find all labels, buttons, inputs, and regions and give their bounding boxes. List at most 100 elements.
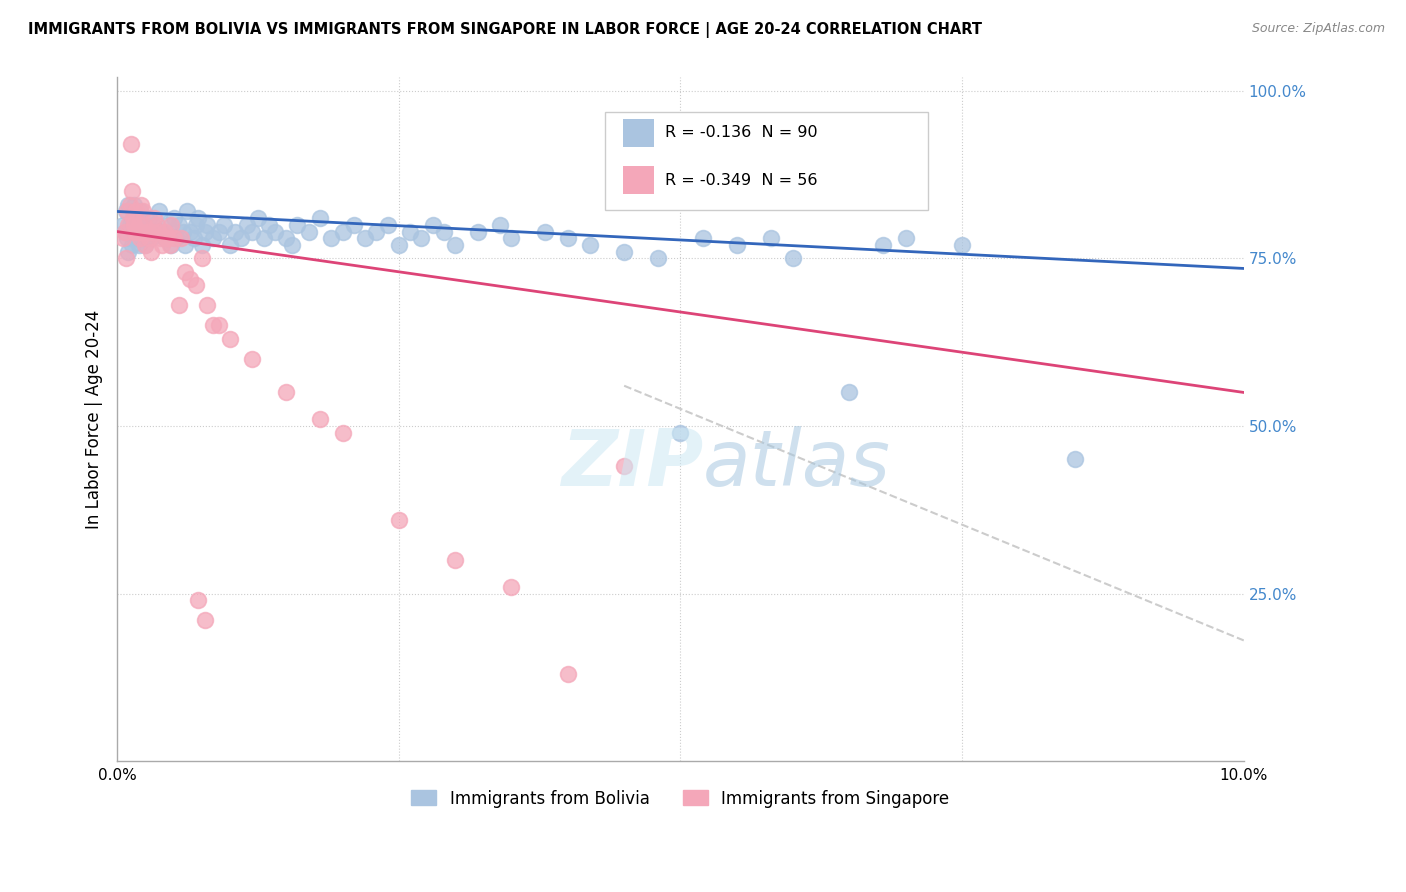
Point [156, 231, 179, 245]
Point [132, 204, 155, 219]
Point [207, 225, 229, 239]
Point [201, 318, 224, 333]
Point [399, 225, 422, 239]
Point [114, 225, 136, 239]
Point [127, 225, 149, 239]
Point [613, 244, 636, 259]
Point [184, 218, 207, 232]
Point [647, 252, 669, 266]
Point [122, 211, 145, 226]
Point [894, 231, 917, 245]
Point [613, 459, 636, 474]
Point [117, 204, 139, 219]
Point [162, 231, 184, 245]
Point [501, 231, 523, 245]
Point [534, 225, 557, 239]
Point [579, 238, 602, 252]
Point [173, 265, 195, 279]
Point [259, 218, 281, 232]
Point [150, 225, 173, 239]
Point [190, 252, 212, 266]
Point [145, 225, 167, 239]
Point [467, 225, 489, 239]
Point [160, 218, 183, 232]
Point [501, 580, 523, 594]
Point [229, 231, 252, 245]
Point [162, 211, 184, 226]
Point [139, 231, 162, 245]
Point [195, 298, 218, 312]
Point [253, 231, 276, 245]
Point [235, 218, 257, 232]
Point [142, 218, 165, 232]
Point [160, 238, 183, 252]
Point [127, 225, 149, 239]
Point [121, 185, 143, 199]
Point [134, 238, 156, 252]
Point [165, 231, 187, 245]
Point [187, 593, 209, 607]
Point [557, 667, 579, 681]
Point [332, 225, 354, 239]
Point [242, 351, 264, 366]
Point [759, 231, 782, 245]
Point [212, 218, 235, 232]
Point [444, 238, 467, 252]
Point [117, 244, 139, 259]
Point [309, 211, 332, 226]
Point [276, 231, 298, 245]
Point [343, 218, 366, 232]
Point [218, 332, 240, 346]
Point [131, 231, 153, 245]
Point [125, 204, 148, 219]
Point [124, 225, 146, 239]
Point [179, 271, 201, 285]
Point [128, 204, 150, 219]
Point [143, 211, 166, 226]
Point [136, 225, 159, 239]
Legend: Immigrants from Bolivia, Immigrants from Singapore: Immigrants from Bolivia, Immigrants from… [405, 783, 956, 814]
Point [242, 225, 264, 239]
Point [195, 218, 218, 232]
Point [872, 238, 894, 252]
Point [201, 231, 224, 245]
Point [366, 225, 388, 239]
Point [115, 204, 138, 219]
Point [298, 225, 321, 239]
Point [194, 225, 217, 239]
Point [149, 231, 172, 245]
Point [138, 211, 160, 226]
Point [128, 231, 150, 245]
Point [121, 238, 143, 252]
Point [782, 252, 804, 266]
Point [148, 225, 170, 239]
Text: atlas: atlas [703, 425, 891, 502]
Point [388, 238, 411, 252]
Point [207, 318, 229, 333]
Y-axis label: In Labor Force | Age 20-24: In Labor Force | Age 20-24 [86, 310, 103, 529]
Point [194, 613, 217, 627]
Point [172, 225, 194, 239]
Point [247, 211, 270, 226]
Text: R = -0.136  N = 90: R = -0.136 N = 90 [665, 126, 818, 140]
Point [433, 225, 456, 239]
Point [145, 218, 167, 232]
Point [120, 225, 142, 239]
Point [173, 238, 195, 252]
Point [118, 218, 141, 232]
Point [128, 218, 150, 232]
Point [122, 198, 145, 212]
Point [309, 412, 332, 426]
Text: ZIP: ZIP [561, 425, 703, 502]
Point [131, 225, 153, 239]
Point [183, 231, 205, 245]
Point [444, 553, 467, 567]
Point [117, 198, 139, 212]
Point [129, 225, 152, 239]
Point [950, 238, 973, 252]
Point [170, 231, 193, 245]
Point [187, 211, 209, 226]
Point [134, 218, 156, 232]
Point [125, 218, 148, 232]
Point [176, 204, 198, 219]
